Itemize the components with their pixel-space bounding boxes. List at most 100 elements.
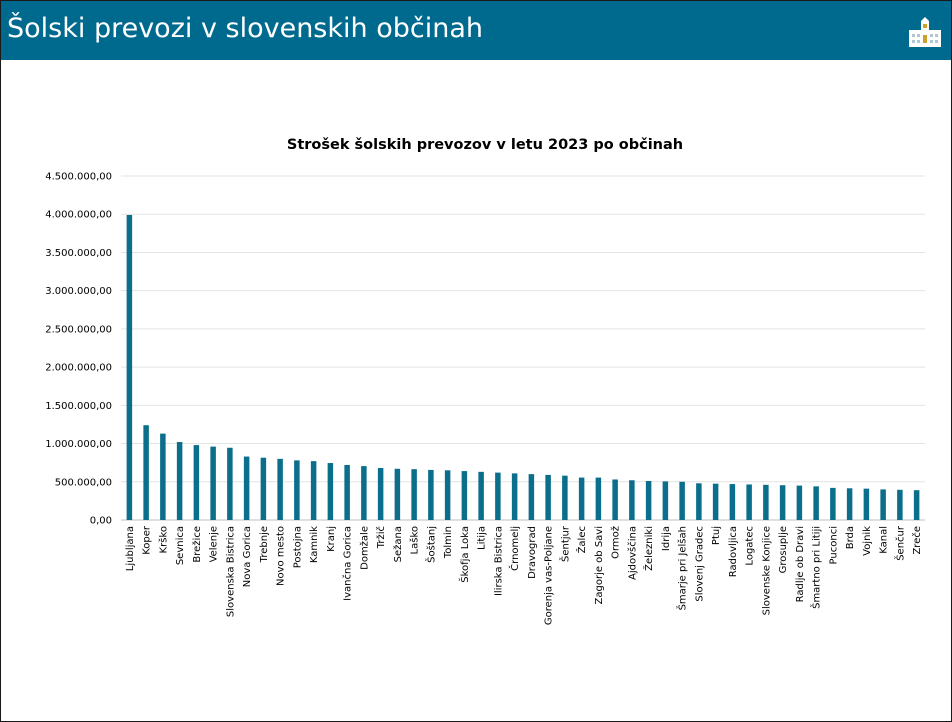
- bar: [126, 214, 133, 520]
- bar: [160, 433, 166, 520]
- y-tick-label: 2.500.000,00: [45, 324, 112, 335]
- bar: [428, 469, 434, 520]
- bar: [327, 463, 334, 520]
- x-tick-label: Ivančna Gorica: [342, 526, 354, 601]
- x-tick-label: Zagorje ob Savi: [594, 526, 605, 604]
- bar: [813, 486, 819, 520]
- bar: [629, 480, 635, 520]
- x-tick-label: Litija: [477, 526, 488, 550]
- x-tick-label: Šmartno pri Litiji: [810, 526, 823, 609]
- bar: [193, 445, 200, 520]
- bar: [880, 489, 886, 520]
- x-tick-label: Sežana: [392, 526, 404, 562]
- bar: [846, 488, 853, 520]
- bar: [344, 464, 350, 520]
- bar: [746, 484, 752, 520]
- x-tick-label: Dravograd: [527, 526, 538, 579]
- y-tick-label: 4.000.000,00: [45, 210, 112, 221]
- x-tick-label: Železniki: [642, 526, 655, 571]
- x-tick-label: Brda: [845, 526, 856, 549]
- x-tick-label: Šmarje pri Jelšah: [676, 526, 689, 610]
- y-tick-label: 2.000.000,00: [45, 363, 112, 374]
- x-tick-label: Radovljica: [728, 526, 739, 577]
- bar: [243, 456, 250, 520]
- y-tick-label: 3.000.000,00: [45, 286, 112, 297]
- bar: [897, 489, 903, 520]
- bar: [763, 484, 769, 520]
- x-tick-label: Ptuj: [711, 526, 722, 545]
- x-tick-label: Grosuplje: [778, 526, 789, 573]
- x-tick-label: Koper: [142, 525, 153, 555]
- bar: [277, 458, 283, 520]
- bar: [310, 461, 317, 520]
- y-tick-label: 1.500.000,00: [45, 401, 112, 412]
- page-title: Šolski prevozi v slovenskih občinah: [7, 13, 483, 44]
- x-tick-label: Slovenska Bistrica: [225, 526, 236, 617]
- bar: [143, 425, 149, 520]
- x-tick-label: Puconci: [828, 526, 839, 564]
- x-tick-label: Gorenja vas-Poljane: [544, 526, 555, 625]
- bar: [545, 474, 551, 520]
- x-tick-label: Tržič: [375, 526, 387, 549]
- bar: [712, 483, 719, 520]
- bar: [394, 468, 401, 520]
- bar: [595, 477, 602, 520]
- bar: [562, 475, 568, 520]
- x-tick-label: Kranj: [326, 526, 337, 552]
- bar-chart: Strošek šolskih prevozov v letu 2023 po …: [45, 137, 925, 625]
- y-tick-label: 0,00: [90, 516, 112, 527]
- y-tick-label: 500.000,00: [55, 477, 112, 488]
- bar: [444, 470, 451, 520]
- bar: [729, 484, 736, 520]
- chart-title: Strošek šolskih prevozov v letu 2023 po …: [287, 137, 683, 153]
- x-tick-label: Idrija: [661, 526, 672, 551]
- y-axis-labels: 0,00 500.000,00 1.000.000,00 1.500.000,00 2.…: [45, 172, 112, 527]
- x-tick-label: Škofja Loka: [458, 526, 471, 583]
- x-tick-label: Črnomelj: [508, 526, 521, 571]
- y-tick-label: 4.500.000,00: [45, 172, 112, 183]
- x-tick-label: Brežice: [191, 526, 203, 563]
- bar: [578, 477, 585, 520]
- bar: [377, 468, 384, 520]
- header-bar: Šolski prevozi v slovenskih občinah: [1, 1, 951, 60]
- bar: [779, 485, 786, 520]
- bar: [227, 447, 233, 520]
- x-tick-label: Kamnik: [309, 526, 320, 563]
- bar: [796, 485, 803, 520]
- bar: [612, 479, 618, 520]
- bar: [210, 446, 216, 520]
- x-tick-label: Ljubljana: [125, 526, 136, 571]
- bar: [461, 471, 468, 520]
- bar: [411, 469, 417, 520]
- x-tick-label: Radlje ob Dravi: [795, 526, 806, 602]
- x-tick-label: Postojna: [292, 526, 303, 568]
- bars: [126, 214, 920, 520]
- x-tick-label: Ilirska Bistrica: [493, 526, 504, 596]
- bar: [830, 487, 836, 520]
- bar: [294, 460, 300, 520]
- x-tick-label: Šentjur: [558, 525, 571, 562]
- x-tick-label: Velenje: [209, 526, 220, 562]
- bar: [645, 481, 652, 520]
- bar: [679, 481, 685, 520]
- x-tick-label: Zreče: [911, 526, 923, 555]
- x-tick-label: Novo mesto: [276, 526, 287, 586]
- x-tick-label: Šoštanj: [424, 526, 437, 563]
- x-tick-label: Krško: [157, 526, 169, 553]
- bar: [528, 474, 535, 520]
- x-tick-label: Vojnik: [862, 526, 873, 556]
- x-tick-label: Žalec: [575, 526, 588, 553]
- bar: [696, 483, 702, 520]
- bar: [495, 472, 501, 520]
- bar: [511, 473, 518, 520]
- bar: [260, 457, 267, 520]
- government-building-icon: [909, 17, 941, 47]
- x-tick-label: Logatec: [745, 526, 756, 566]
- y-tick-label: 3.500.000,00: [45, 248, 112, 259]
- bar: [478, 471, 484, 520]
- gridlines: [121, 175, 925, 521]
- bar: [913, 490, 920, 520]
- bar: [361, 466, 367, 520]
- bar: [863, 488, 870, 520]
